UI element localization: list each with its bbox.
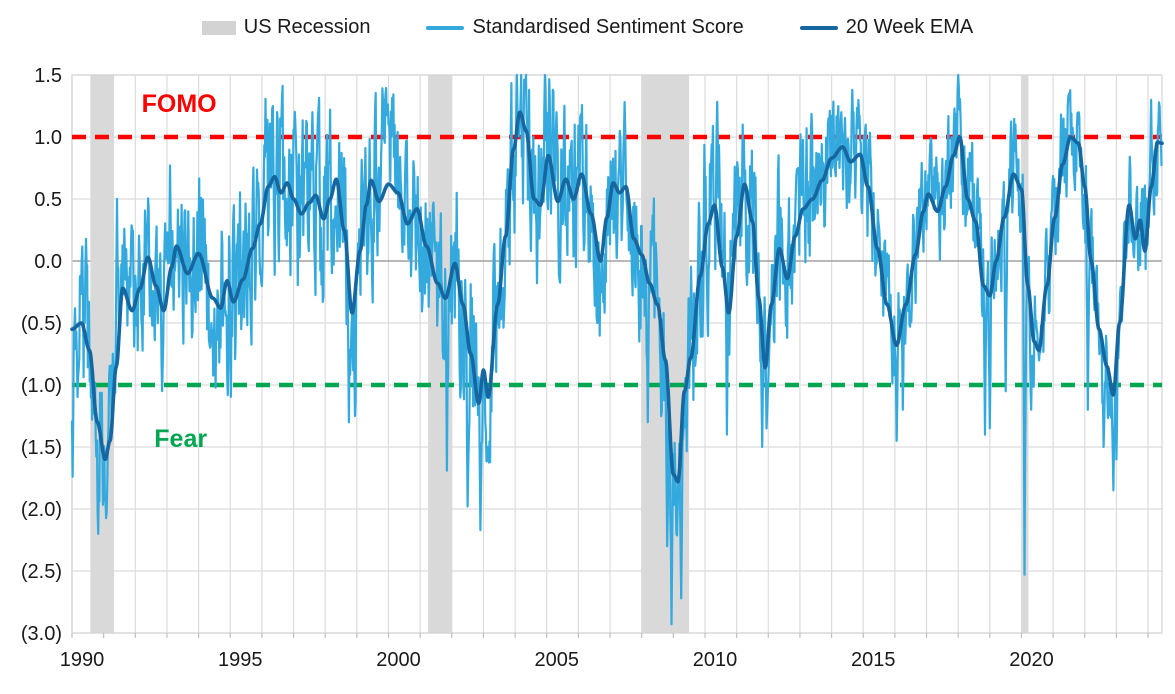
chart-legend: US Recession Standardised Sentiment Scor… (0, 16, 1175, 39)
y-axis-label: (2.0) (21, 499, 62, 521)
x-axis-label: 2010 (693, 649, 738, 671)
legend-label: 20 Week EMA (845, 16, 974, 38)
y-axis-label: (2.5) (21, 561, 62, 583)
fomo-label: FOMO (142, 90, 217, 118)
legend-label: US Recession (243, 16, 371, 38)
y-axis-label: 1.5 (34, 65, 62, 87)
y-axis-label: (3.0) (21, 623, 62, 645)
y-axis-label: 1.0 (34, 127, 62, 149)
fear-label: Fear (154, 425, 207, 453)
x-axis-label: 2020 (1009, 649, 1054, 671)
ema-line-swatch-icon (799, 25, 838, 30)
legend-label: Standardised Sentiment Score (472, 16, 744, 38)
recession-swatch-icon (201, 20, 236, 35)
y-axis-label: 0.5 (34, 189, 62, 211)
y-axis-label: (1.5) (21, 437, 62, 459)
sentiment-line-swatch-icon (426, 25, 465, 30)
x-axis-label: 2005 (534, 649, 579, 671)
y-axis-label: (0.5) (21, 313, 62, 335)
y-axis-label: 0.0 (34, 251, 62, 273)
recession-band (90, 75, 115, 633)
x-axis-label: 1995 (218, 649, 263, 671)
x-axis-label: 2015 (851, 649, 896, 671)
legend-item-us-recession: US Recession (201, 16, 371, 39)
ema-line (70, 110, 1164, 484)
plot-border (71, 74, 1163, 634)
legend-item-ema: 20 Week EMA (799, 16, 974, 39)
x-axis-label: 1990 (60, 649, 105, 671)
y-axis-label: (1.0) (21, 375, 62, 397)
sentiment-score-line (70, 73, 1163, 626)
x-axis-label: 2000 (376, 649, 421, 671)
legend-item-sentiment-score: Standardised Sentiment Score (426, 16, 744, 39)
